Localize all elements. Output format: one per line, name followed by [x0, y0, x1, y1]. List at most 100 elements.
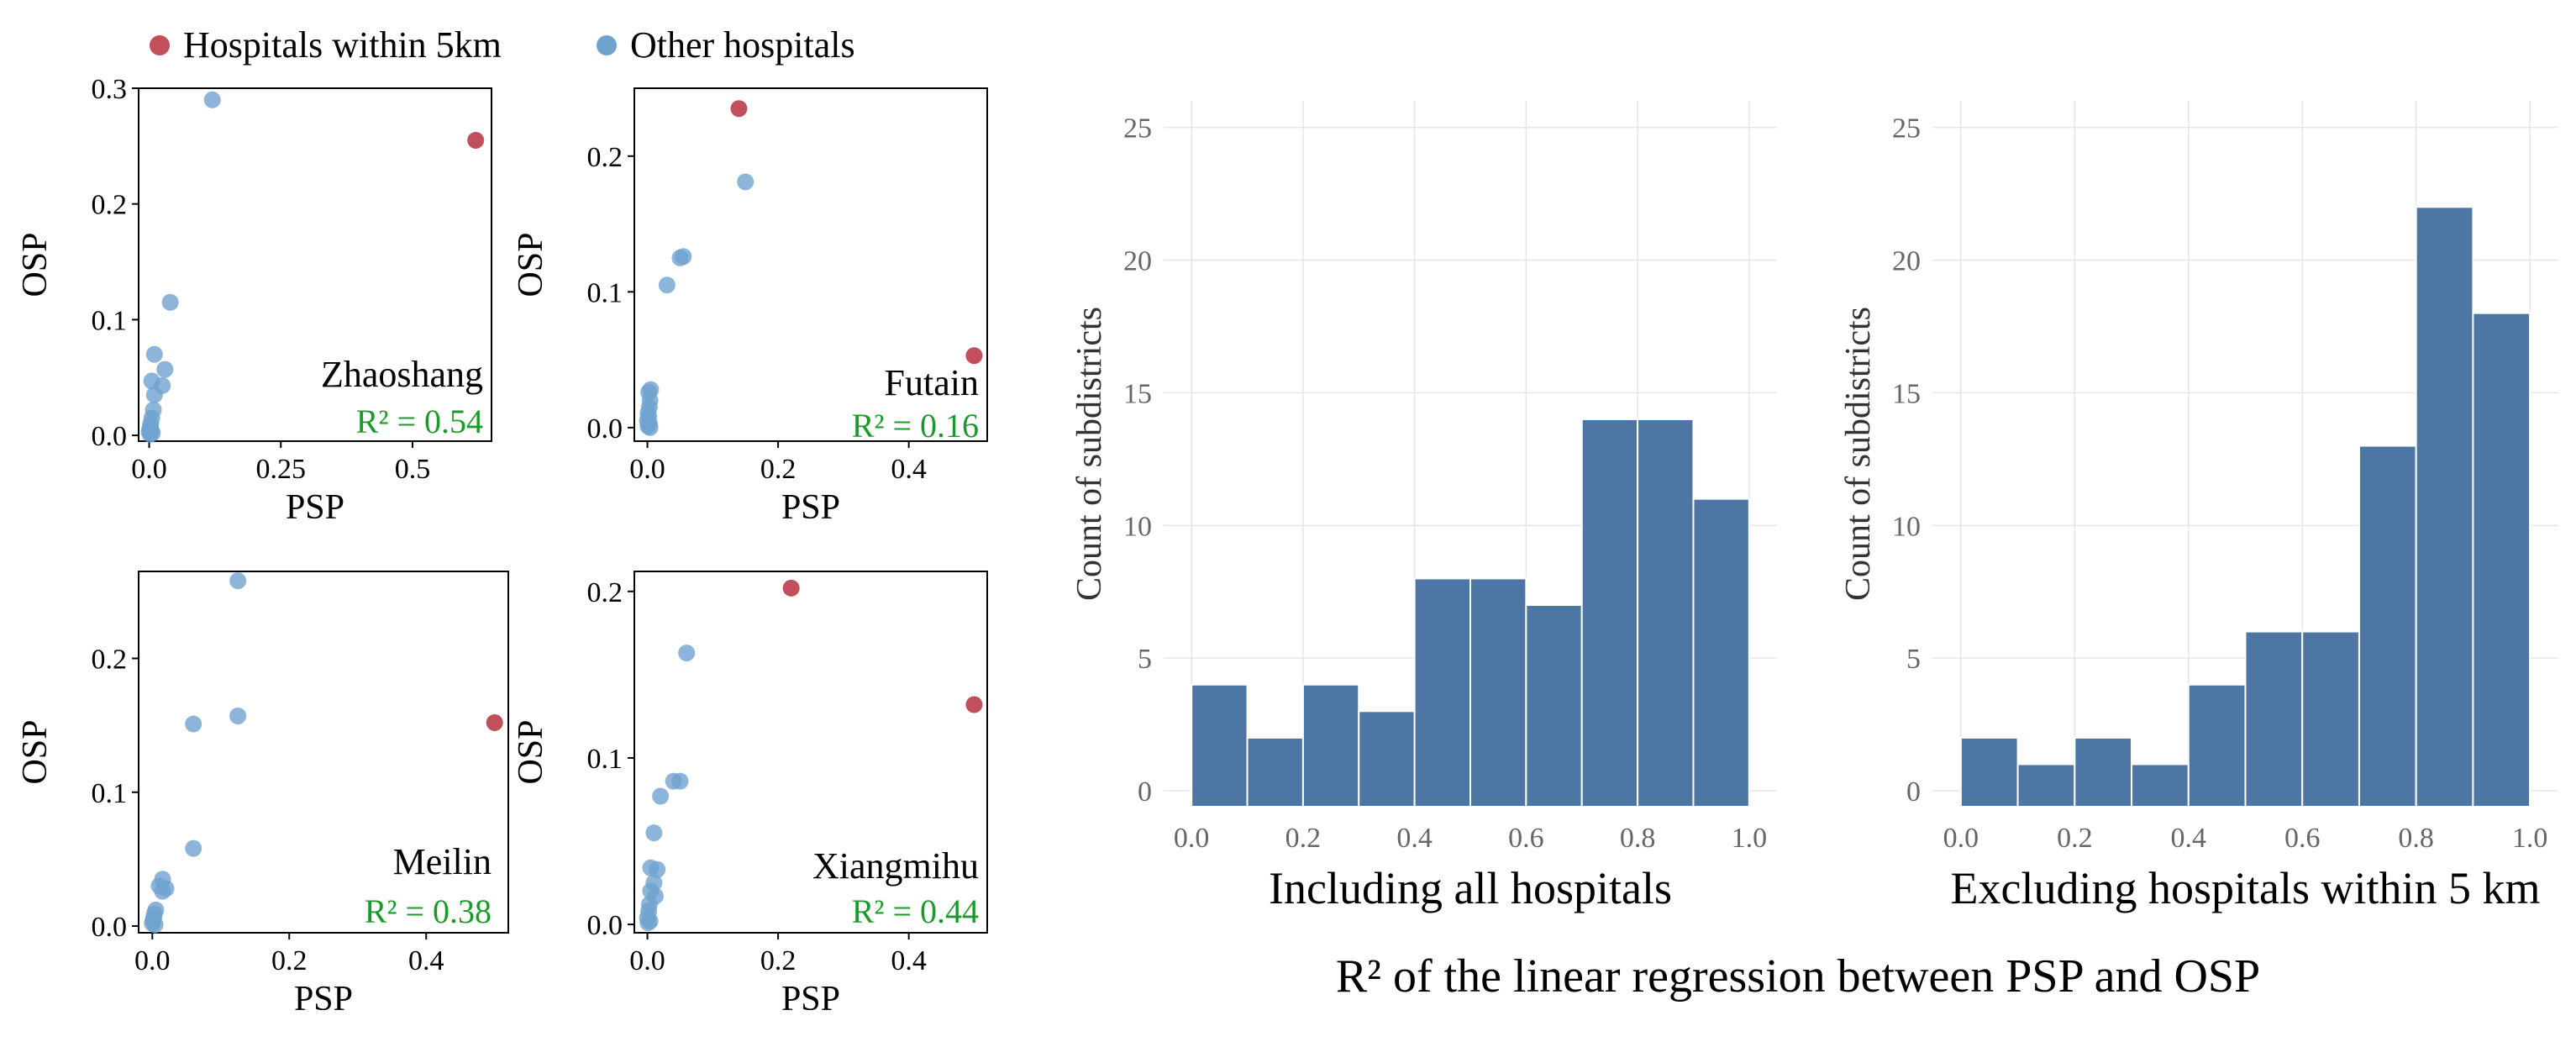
histogram-bar: [2358, 445, 2417, 808]
y-tick-label: 0.1: [92, 778, 128, 809]
y-tick-label: 25: [1123, 113, 1152, 145]
histogram-bar: [1692, 497, 1750, 808]
x-tick-label: 0.0: [629, 454, 665, 485]
y-tick-label: 0.1: [92, 305, 128, 336]
x-tick-label: 0.2: [1285, 823, 1322, 854]
histogram-bar: [2131, 763, 2190, 808]
x-axis-title: PSP: [286, 488, 344, 527]
data-point-other: [678, 645, 696, 662]
histogram-bar: [2415, 206, 2474, 808]
data-point-other: [156, 360, 174, 378]
data-point-other: [229, 572, 247, 590]
data-point-highlight: [486, 713, 503, 731]
data-point-other: [665, 772, 682, 790]
x-tick-label: 0.4: [891, 945, 927, 976]
chart-hist-excl: 0.0 0.2 0.4 0.6 0.8 1.0 0 5 10 15 20 25 Excluding ho…: [1839, 101, 2558, 913]
x-tick-label: 1.0: [2512, 823, 2548, 854]
y-axis-title: Count of subdistricts: [1839, 307, 1878, 601]
subdistrict-name: Futain: [885, 362, 979, 403]
histogram-bar: [2187, 683, 2247, 808]
y-tick-label: 0.2: [587, 577, 623, 608]
y-tick-label: 5: [1138, 644, 1152, 675]
histogram-bar: [1959, 736, 2019, 808]
x-tick-label: 0.4: [2171, 823, 2207, 854]
y-axis-title: OSP: [16, 719, 55, 784]
legend-marker-other: [597, 35, 617, 55]
y-axis-title: Count of subdistricts: [1070, 307, 1109, 601]
x-tick-label: 0.8: [1620, 823, 1656, 854]
y-tick-label: 20: [1123, 245, 1152, 276]
data-point-other: [671, 249, 689, 266]
y-tick-label: 0.2: [92, 645, 128, 676]
x-tick-label: 0.5: [395, 454, 431, 485]
y-tick-label: 0.0: [92, 912, 128, 943]
data-point-other: [185, 839, 202, 857]
x-tick-label: 0.4: [1396, 823, 1433, 854]
chart-meilin: 0.0 0.2 0.4 0.0 0.1 0.2 PSP OSP Meilin R² = 0.38: [16, 571, 509, 1018]
histogram-bar: [1525, 604, 1583, 808]
y-tick-label: 0.1: [587, 744, 623, 775]
data-point-other: [141, 425, 159, 443]
data-point-other: [154, 882, 171, 900]
plot-frame: [138, 87, 492, 442]
legend: Hospitals within 5km Other hospitals: [150, 24, 855, 66]
histogram-bar: [2472, 312, 2531, 808]
histogram-bar: [2301, 630, 2360, 808]
x-axis-title: Including all hospitals: [1269, 863, 1672, 913]
histogram-bar: [2244, 630, 2304, 808]
x-axis-title: PSP: [781, 488, 840, 527]
legend-label-other: Other hospitals: [630, 24, 855, 66]
histogram-bar: [2074, 736, 2133, 808]
data-point-other: [737, 173, 754, 191]
subdistrict-name: Meilin: [393, 841, 492, 882]
x-tick-label: 0.4: [408, 945, 444, 976]
plot-frame: [138, 571, 509, 934]
x-tick-label: 0.2: [760, 454, 796, 485]
y-tick-label: 20: [1892, 245, 1921, 276]
x-tick-label: 0.2: [760, 945, 796, 976]
x-tick-label: 0.4: [891, 454, 927, 485]
x-tick-label: 0.0: [131, 454, 167, 485]
data-point-other: [652, 787, 670, 805]
x-axis-title: PSP: [781, 980, 840, 1018]
y-tick-label: 25: [1892, 113, 1921, 145]
y-tick-label: 0.2: [92, 190, 128, 221]
data-point-other: [229, 708, 247, 724]
data-point-other: [203, 91, 221, 108]
charts-group: 0.0 0.25 0.50.00.10.20.3PSPOSPZhaoshangR² …: [16, 74, 2558, 1018]
plot-frame: [633, 87, 988, 442]
data-point-highlight: [730, 100, 748, 118]
histogram-bar: [1246, 736, 1304, 808]
x-tick-label: 0.0: [134, 945, 171, 976]
histogram-bar: [1637, 418, 1695, 808]
data-point-other: [639, 914, 657, 932]
x-axis-title: Excluding hospitals within 5 km: [1951, 863, 2541, 913]
data-point-other: [146, 916, 164, 934]
y-tick-label: 10: [1892, 511, 1921, 542]
subdistrict-name: Zhaoshang: [321, 354, 483, 395]
y-axis-title: OSP: [512, 232, 550, 297]
r-squared-label: R² = 0.44: [852, 892, 979, 930]
plot-frame: [633, 571, 988, 934]
x-axis-title: PSP: [294, 980, 353, 1018]
x-tick-label: 0.6: [1508, 823, 1544, 854]
x-tick-label: 0.25: [256, 454, 307, 485]
x-tick-label: 0.0: [1174, 823, 1210, 854]
x-tick-label: 0.2: [2057, 823, 2093, 854]
data-point-other: [145, 386, 163, 403]
data-point-other: [641, 418, 659, 436]
r-squared-label: R² = 0.16: [852, 407, 979, 445]
data-point-other: [145, 345, 163, 363]
data-point-highlight: [467, 131, 485, 149]
legend-marker-highlight: [150, 35, 170, 55]
data-point-other: [185, 715, 202, 733]
chart-zhaoshang: 0.0 0.25 0.5 0.0 0.1 0.2 0.3 PSP OSP Zhaoshang R² …: [16, 74, 492, 527]
y-tick-label: 0.0: [92, 421, 128, 452]
y-axis-title: OSP: [16, 232, 55, 297]
data-point-highlight: [965, 696, 983, 713]
r-squared-label: R² = 0.54: [356, 403, 483, 440]
data-point-other: [645, 824, 663, 842]
legend-label-highlight: Hospitals within 5km: [183, 24, 502, 66]
y-axis-title: OSP: [512, 719, 550, 784]
